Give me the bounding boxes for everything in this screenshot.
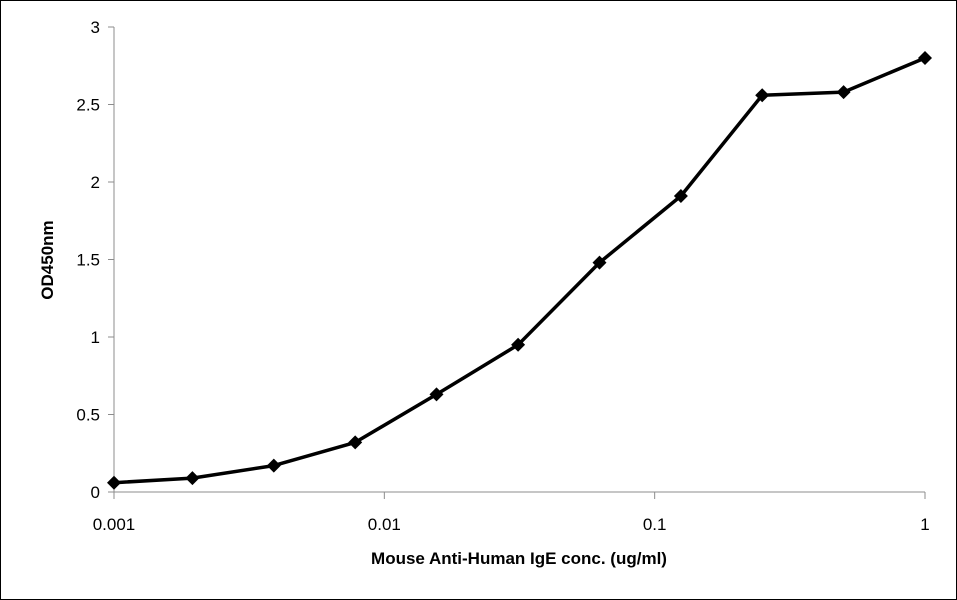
series-line [113, 56, 926, 485]
y-axis-title: OD450nm [38, 220, 57, 299]
data-point-marker [348, 435, 363, 450]
data-point-marker [511, 337, 526, 352]
x-tick-label: 1 [920, 515, 929, 534]
data-point-marker [107, 475, 121, 490]
x-axis-ticks: 0.001 0.01 0.1 1 [93, 492, 930, 534]
chart-axes [113, 27, 925, 493]
data-point-marker [755, 88, 770, 103]
y-tick-label: 0.5 [76, 406, 100, 425]
y-axis-ticks: 0 0.5 1 1.5 2 2.5 3 [76, 18, 114, 502]
data-point-marker [836, 85, 851, 100]
x-tick-label: 0.001 [93, 515, 136, 534]
y-tick-label: 3 [91, 18, 100, 37]
y-tick-label: 2.5 [76, 96, 100, 115]
y-tick-label: 1.5 [76, 251, 100, 270]
x-tick-label: 0.01 [368, 515, 401, 534]
data-point-marker [429, 387, 444, 402]
data-point-marker [592, 255, 607, 270]
y-tick-label: 0 [91, 483, 100, 502]
data-point-marker [185, 471, 200, 486]
data-series [107, 51, 932, 490]
x-axis-title: Mouse Anti-Human IgE conc. (ug/ml) [371, 549, 667, 568]
data-point-marker [673, 189, 688, 203]
data-point-marker [918, 51, 932, 65]
data-point-marker [266, 458, 281, 473]
x-tick-label: 0.1 [643, 515, 667, 534]
y-tick-label: 1 [91, 328, 100, 347]
y-tick-label: 2 [91, 173, 100, 192]
